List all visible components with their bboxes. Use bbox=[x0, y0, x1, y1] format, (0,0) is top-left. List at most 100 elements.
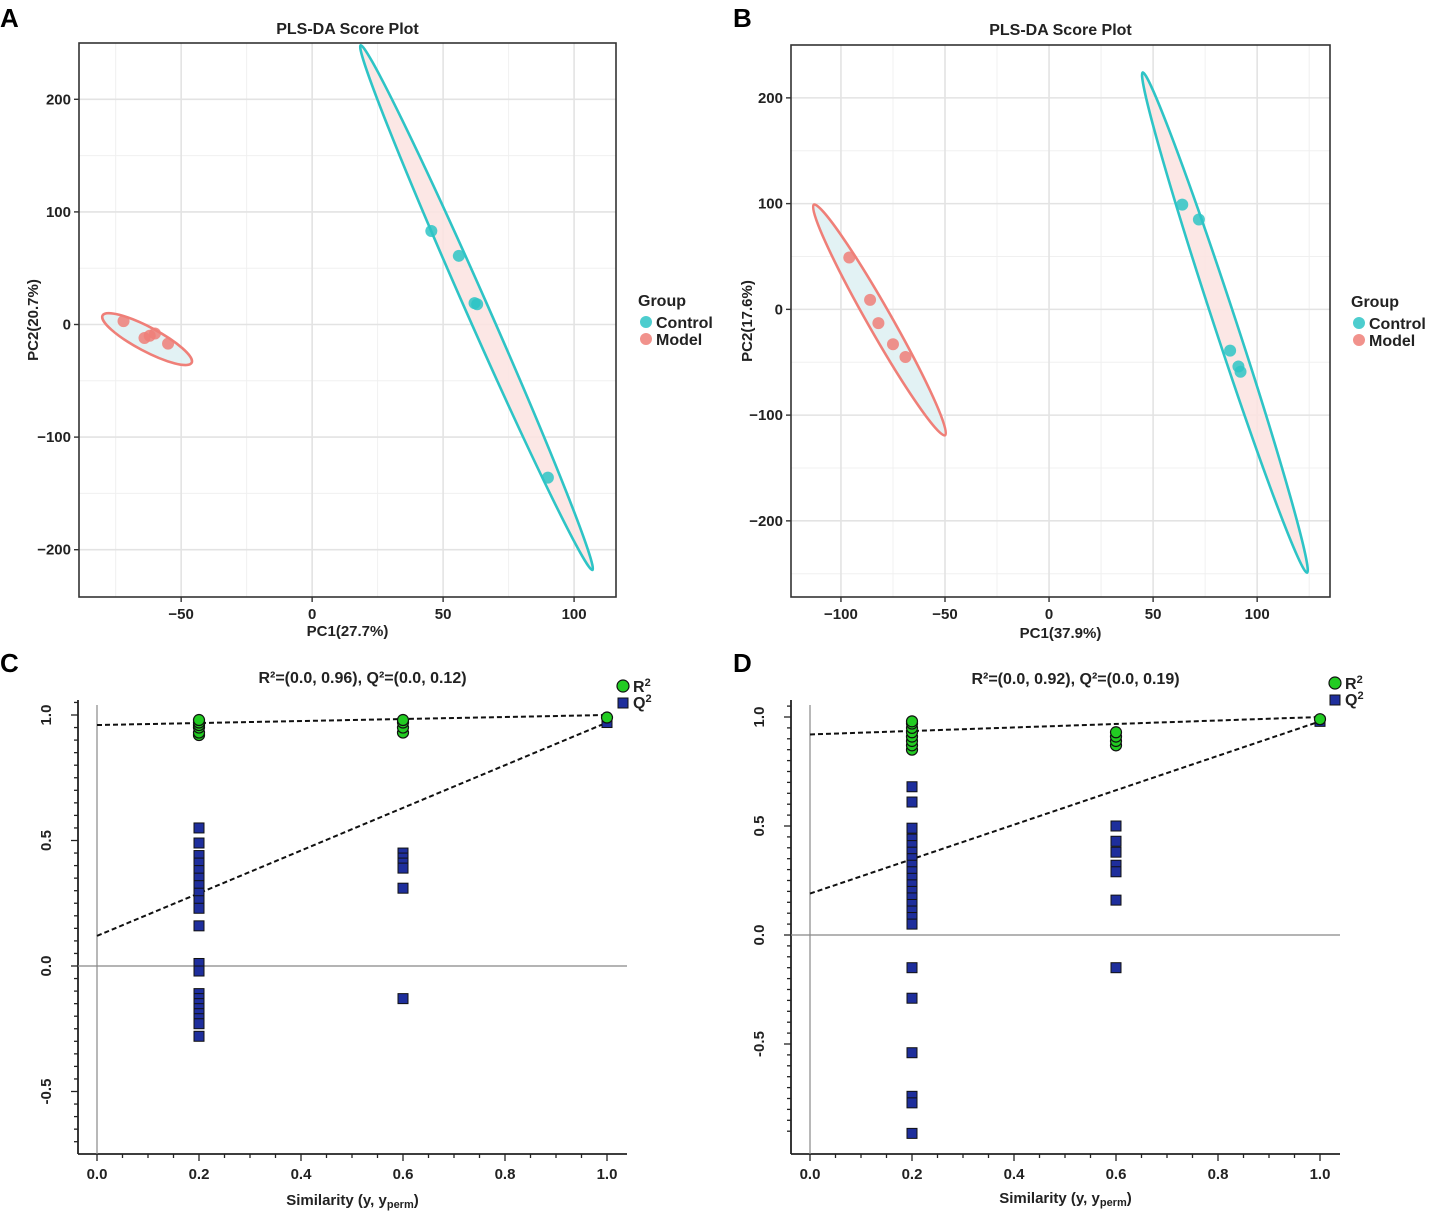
q2-point bbox=[906, 781, 918, 793]
y-tick-label: 0 bbox=[63, 317, 71, 334]
x-tick-label: 0.2 bbox=[189, 1166, 210, 1183]
x-tick-label: 0.2 bbox=[902, 1166, 923, 1183]
q2-point bbox=[193, 1030, 205, 1042]
data-point-control bbox=[541, 471, 554, 484]
x-tick-label: 100 bbox=[562, 606, 587, 623]
y-tick-label: 100 bbox=[758, 196, 783, 213]
y-tick-label: 100 bbox=[46, 204, 71, 221]
legend-label-q2-sup: 2 bbox=[1357, 690, 1363, 702]
x-axis-label-main: Similarity (y, y bbox=[286, 1192, 387, 1209]
panel-letter-d: D bbox=[733, 648, 752, 678]
chart-a-score-plot: −50 0 50 100 −200 −100 0 100 200 PLS-DA Score Plo… bbox=[25, 21, 713, 640]
legend-marker-model bbox=[640, 333, 652, 345]
legend-label-r2: R2 bbox=[1345, 674, 1363, 693]
x-tick-label: −100 bbox=[824, 606, 858, 623]
q2-point bbox=[397, 882, 409, 894]
legend-title: Group bbox=[1351, 294, 1399, 311]
x-tick-label: 0.0 bbox=[800, 1166, 821, 1183]
x-axis-label: Similarity (y, yperm) bbox=[999, 1190, 1132, 1209]
legend-marker-control bbox=[640, 316, 652, 328]
legend-marker-r2 bbox=[1328, 676, 1342, 690]
legend-marker-r2 bbox=[616, 679, 630, 693]
q2-point bbox=[906, 962, 918, 974]
x-axis-label: Similarity (y, yperm) bbox=[286, 1192, 419, 1211]
x-axis-label-end: ) bbox=[414, 1192, 419, 1209]
legend-label-control: Control bbox=[656, 315, 713, 332]
y-tick-label: 1.0 bbox=[38, 705, 55, 726]
q2-point bbox=[1110, 846, 1122, 858]
legend-title: Group bbox=[638, 293, 686, 310]
y-tick-label: −200 bbox=[749, 513, 783, 530]
plot-frame bbox=[790, 44, 1331, 598]
x-axis-label: PC1(27.7%) bbox=[307, 623, 389, 640]
y-tick-label: 0.5 bbox=[38, 830, 55, 851]
data-point-model bbox=[886, 338, 899, 351]
chart-d-permutation-plot: 0.0 0.2 0.4 0.6 0.8 1.0 -0.5 0.0 0.5 1.0 R²=(0.0, … bbox=[751, 671, 1364, 1209]
r2-point bbox=[600, 711, 614, 724]
x-tick-label: 50 bbox=[1145, 606, 1162, 623]
x-tick-label: 1.0 bbox=[1310, 1166, 1331, 1183]
y-tick-label: 0.0 bbox=[38, 956, 55, 977]
r2-point bbox=[1313, 713, 1327, 726]
data-point-model bbox=[162, 337, 175, 350]
legend-marker-model bbox=[1353, 334, 1365, 346]
y-axis-label: PC2(20.7%) bbox=[25, 279, 42, 361]
legend-label-control: Control bbox=[1369, 316, 1426, 333]
legend-label-model: Model bbox=[656, 332, 702, 349]
data-point-model bbox=[872, 317, 885, 330]
x-axis-label-main: Similarity (y, y bbox=[999, 1190, 1100, 1207]
q2-point bbox=[1110, 866, 1122, 878]
chart-c-permutation-plot: 0.0 0.2 0.4 0.6 0.8 1.0 -0.5 0.0 0.5 1.0 R²=(0.0, … bbox=[38, 670, 652, 1211]
q2-point bbox=[193, 822, 205, 834]
data-point-model bbox=[148, 327, 161, 340]
q2-point bbox=[906, 1127, 918, 1139]
x-tick-label: 100 bbox=[1245, 606, 1270, 623]
q2-regression-line bbox=[809, 720, 1321, 895]
legend-label-r2-main: R bbox=[633, 679, 645, 696]
legend-label-q2-main: Q bbox=[633, 695, 645, 712]
r2-point bbox=[396, 713, 410, 727]
y-tick-label: 200 bbox=[758, 90, 783, 107]
y-axis-label: PC2(17.6%) bbox=[739, 280, 756, 362]
q2-point bbox=[397, 862, 409, 874]
data-point-control bbox=[1176, 198, 1189, 211]
y-tick-label: 0.0 bbox=[751, 925, 768, 946]
chart-title: R²=(0.0, 0.92), Q²=(0.0, 0.19) bbox=[971, 671, 1179, 688]
legend-label-model: Model bbox=[1369, 333, 1415, 350]
legend-label-q2-sup: 2 bbox=[645, 693, 651, 705]
y-tick-label: 1.0 bbox=[751, 707, 768, 728]
data-point-control bbox=[471, 298, 484, 311]
y-tick-label: −100 bbox=[37, 429, 71, 446]
x-tick-label: 50 bbox=[435, 606, 452, 623]
x-axis-label-subscript: perm bbox=[387, 1199, 414, 1211]
x-tick-label: 0.6 bbox=[1106, 1166, 1127, 1183]
data-point-control bbox=[1234, 365, 1247, 378]
panel-letter-c: C bbox=[0, 648, 19, 678]
x-tick-label: 0.8 bbox=[495, 1166, 516, 1183]
x-axis-label: PC1(37.9%) bbox=[1020, 625, 1102, 642]
data-point-model bbox=[899, 350, 912, 363]
q2-point bbox=[906, 918, 918, 930]
q2-point bbox=[1110, 962, 1122, 974]
legend-label-r2-sup: 2 bbox=[645, 677, 651, 689]
y-tick-label: 200 bbox=[46, 91, 71, 108]
data-point-model bbox=[117, 315, 130, 328]
y-tick-label: 0.5 bbox=[751, 816, 768, 837]
q2-point bbox=[906, 822, 918, 834]
x-tick-label: 1.0 bbox=[597, 1166, 618, 1183]
q2-point bbox=[1110, 835, 1122, 847]
chart-title: R²=(0.0, 0.96), Q²=(0.0, 0.12) bbox=[258, 670, 466, 687]
y-tick-label: -0.5 bbox=[38, 1079, 55, 1105]
q2-point bbox=[193, 965, 205, 977]
x-tick-label: 0 bbox=[308, 606, 316, 623]
legend-label-q2: Q2 bbox=[633, 693, 652, 712]
r2-point bbox=[192, 713, 206, 727]
q2-point bbox=[193, 1018, 205, 1030]
r2-point bbox=[905, 715, 919, 728]
r2-point bbox=[1109, 726, 1123, 739]
legend-label-r2-sup: 2 bbox=[1357, 674, 1363, 686]
chart-title: PLS-DA Score Plot bbox=[276, 21, 419, 38]
x-tick-label: 0.4 bbox=[1004, 1166, 1026, 1183]
q2-point bbox=[906, 1047, 918, 1059]
